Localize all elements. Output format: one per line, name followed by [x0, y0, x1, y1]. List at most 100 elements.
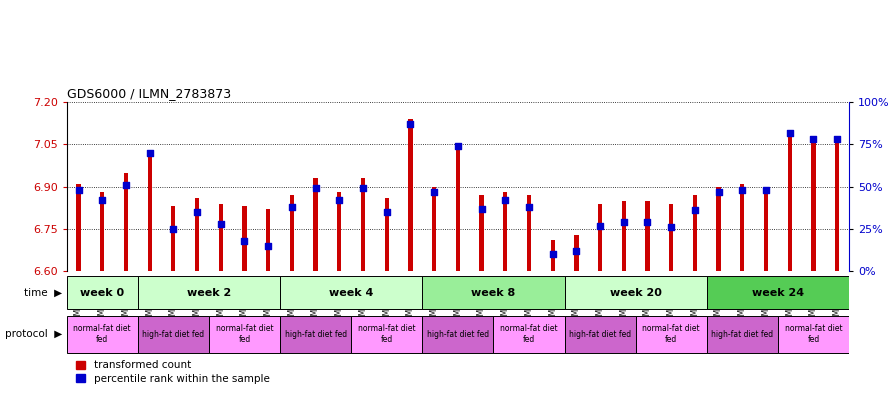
Bar — [669, 204, 673, 271]
Bar — [67, 276, 138, 309]
Point — [237, 238, 252, 244]
Text: high-fat diet fed: high-fat diet fed — [284, 330, 347, 338]
Point — [356, 185, 370, 191]
Bar — [479, 195, 484, 271]
Bar — [422, 276, 565, 309]
Bar — [503, 192, 508, 271]
Text: protocol  ▶: protocol ▶ — [5, 329, 62, 339]
Point — [71, 187, 85, 193]
Point — [664, 224, 678, 230]
Bar — [219, 204, 223, 271]
Point — [569, 248, 583, 254]
Point — [308, 185, 323, 191]
Point — [261, 242, 276, 249]
Bar — [717, 187, 721, 271]
Text: high-fat diet fed: high-fat diet fed — [427, 330, 489, 338]
Bar — [100, 192, 104, 271]
Point — [95, 197, 109, 203]
Bar — [493, 316, 565, 353]
Point — [332, 197, 347, 203]
Legend: transformed count, percentile rank within the sample: transformed count, percentile rank withi… — [72, 356, 274, 388]
Point — [119, 182, 133, 188]
Point — [640, 219, 654, 225]
Bar — [337, 192, 341, 271]
Text: normal-fat diet
fed: normal-fat diet fed — [216, 324, 273, 344]
Bar — [574, 235, 579, 271]
Bar — [621, 201, 626, 271]
Bar — [314, 178, 317, 271]
Point — [546, 251, 560, 257]
Text: normal-fat diet
fed: normal-fat diet fed — [785, 324, 842, 344]
Point — [735, 187, 749, 193]
Point — [688, 207, 702, 213]
Point — [522, 204, 536, 210]
Bar — [565, 316, 636, 353]
Bar — [527, 195, 531, 271]
Text: normal-fat diet
fed: normal-fat diet fed — [74, 324, 131, 344]
Bar — [385, 198, 388, 271]
Text: high-fat diet fed: high-fat diet fed — [711, 330, 773, 338]
Point — [427, 189, 441, 195]
Point — [166, 226, 180, 232]
Bar — [351, 316, 422, 353]
Point — [759, 187, 773, 193]
Bar — [636, 316, 707, 353]
Bar — [290, 195, 294, 271]
Point — [593, 222, 607, 229]
Point — [830, 136, 845, 143]
Text: normal-fat diet
fed: normal-fat diet fed — [501, 324, 557, 344]
Point — [284, 204, 299, 210]
Bar — [693, 195, 697, 271]
Bar — [835, 141, 839, 271]
Bar — [432, 187, 436, 271]
Text: normal-fat diet
fed: normal-fat diet fed — [643, 324, 700, 344]
Bar — [812, 141, 815, 271]
Text: time  ▶: time ▶ — [24, 288, 62, 298]
Point — [617, 219, 631, 225]
Bar — [707, 276, 849, 309]
Bar — [550, 240, 555, 271]
Bar — [361, 178, 365, 271]
Text: week 4: week 4 — [329, 288, 373, 298]
Bar — [138, 276, 280, 309]
Bar — [195, 198, 199, 271]
Point — [190, 209, 204, 215]
Bar — [422, 316, 493, 353]
Bar — [408, 119, 412, 271]
Text: GDS6000 / ILMN_2783873: GDS6000 / ILMN_2783873 — [67, 86, 231, 99]
Bar — [148, 150, 152, 271]
Text: high-fat diet fed: high-fat diet fed — [569, 330, 631, 338]
Bar — [598, 204, 602, 271]
Point — [475, 206, 489, 212]
Bar — [778, 316, 849, 353]
Point — [404, 121, 418, 127]
Bar — [280, 276, 422, 309]
Bar — [243, 206, 246, 271]
Text: week 2: week 2 — [187, 288, 231, 298]
Bar — [707, 316, 778, 353]
Text: normal-fat diet
fed: normal-fat diet fed — [358, 324, 415, 344]
Bar — [76, 184, 81, 271]
Bar — [764, 187, 768, 271]
Bar — [124, 173, 128, 271]
Point — [213, 221, 228, 227]
Bar — [172, 206, 175, 271]
Text: week 24: week 24 — [752, 288, 804, 298]
Bar — [741, 184, 744, 271]
Bar — [67, 316, 138, 353]
Point — [782, 129, 797, 136]
Bar — [645, 201, 650, 271]
Point — [806, 136, 821, 143]
Text: week 20: week 20 — [610, 288, 661, 298]
Bar — [280, 316, 351, 353]
Bar — [209, 316, 280, 353]
Point — [498, 197, 512, 203]
Bar — [456, 144, 460, 271]
Bar — [565, 276, 707, 309]
Bar — [266, 209, 270, 271]
Bar — [138, 316, 209, 353]
Bar — [788, 133, 792, 271]
Text: high-fat diet fed: high-fat diet fed — [142, 330, 204, 338]
Text: week 8: week 8 — [471, 288, 516, 298]
Point — [451, 143, 465, 149]
